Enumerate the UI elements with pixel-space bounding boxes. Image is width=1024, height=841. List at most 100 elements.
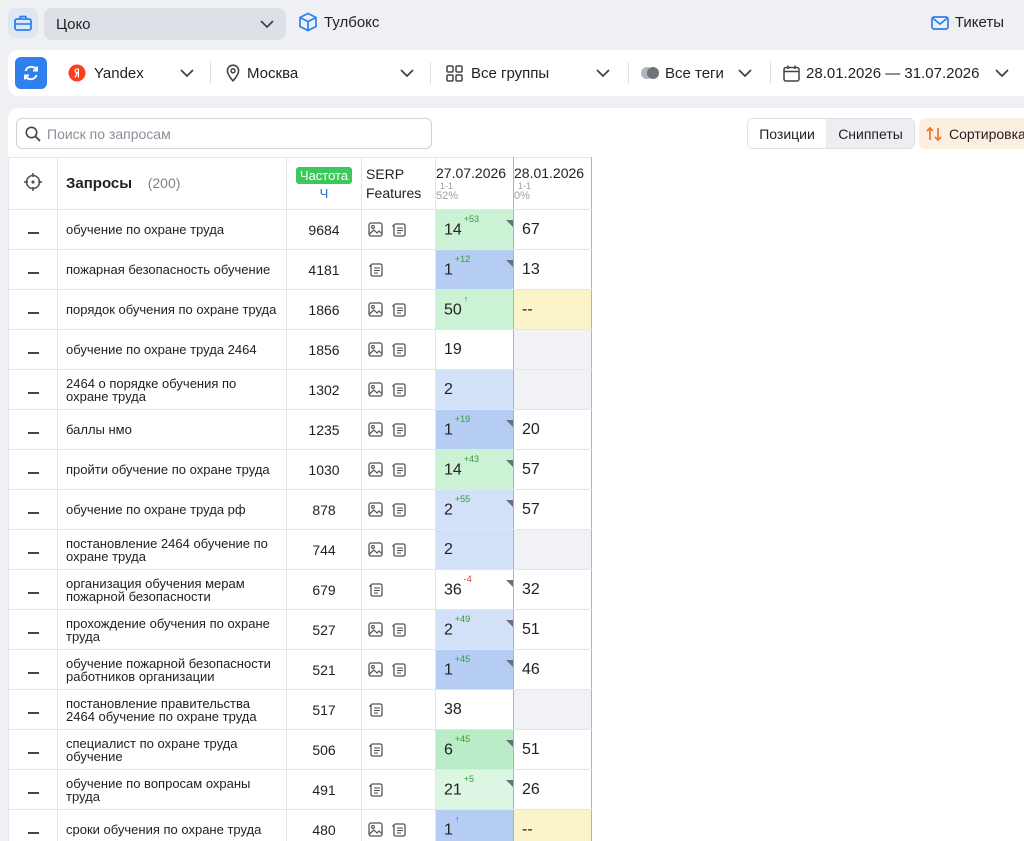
table-row[interactable]: сроки обучения по охране труда 480 1↑ -- xyxy=(8,809,592,841)
tickets-link[interactable]: Тикеты xyxy=(931,14,1004,31)
tab-positions[interactable]: Позиции xyxy=(748,119,827,148)
query-text[interactable]: постановление 2464 обучение по охране тр… xyxy=(66,535,268,564)
table-row[interactable]: организация обучения мерам пожарной безо… xyxy=(8,569,592,610)
table-row[interactable]: обучение по охране труда 2464 1856 19 xyxy=(8,329,592,370)
search-engine-select[interactable]: Yandex xyxy=(68,50,198,96)
project-select[interactable]: Цоко xyxy=(44,8,286,40)
query-text[interactable]: обучение по охране труда 2464 xyxy=(66,342,257,357)
position-cell[interactable]: 1+12 xyxy=(435,249,514,290)
position-cell[interactable]: 50↑ xyxy=(435,289,514,330)
row-toggle[interactable] xyxy=(8,289,58,330)
query-text[interactable]: обучение по вопросам охраны труда xyxy=(66,775,251,804)
table-row[interactable]: обучение по вопросам охраны труда 491 21+5… xyxy=(8,769,592,810)
position-cell[interactable]: 1↑ xyxy=(435,809,514,841)
table-row[interactable]: баллы нмо 1235 1+19 20 xyxy=(8,409,592,450)
position-cell[interactable]: 14+43 xyxy=(435,449,514,490)
row-toggle[interactable] xyxy=(8,209,58,250)
region-select[interactable]: Москва xyxy=(226,50,416,96)
position-cell[interactable]: 57 xyxy=(513,489,592,530)
row-toggle[interactable] xyxy=(8,489,58,530)
position-cell[interactable] xyxy=(513,369,592,410)
query-text[interactable]: постановление правительства 2464 обучени… xyxy=(66,695,257,724)
briefcase-button[interactable] xyxy=(8,8,38,38)
sort-button[interactable]: Сортировка xyxy=(919,118,1024,149)
table-row[interactable]: обучение по охране труда рф 878 2+55 57 xyxy=(8,489,592,530)
table-row[interactable]: обучение по охране труда 9684 14+53 67 xyxy=(8,209,592,250)
table-row[interactable]: постановление правительства 2464 обучени… xyxy=(8,689,592,730)
row-toggle[interactable] xyxy=(8,729,58,770)
query-text[interactable]: пройти обучение по охране труда xyxy=(66,462,270,477)
position-cell[interactable]: 19 xyxy=(435,329,514,370)
target-header[interactable] xyxy=(8,157,58,210)
position-cell[interactable]: 36-4 xyxy=(435,569,514,610)
toolbox-link[interactable]: Тулбокс xyxy=(298,12,379,32)
date-range-select[interactable]: 28.01.2026 — 31.07.2026 xyxy=(783,50,1019,96)
position-cell[interactable]: 32 xyxy=(513,569,592,610)
position-cell[interactable]: 2 xyxy=(435,369,514,410)
row-toggle[interactable] xyxy=(8,609,58,650)
position-cell[interactable]: 2+55 xyxy=(435,489,514,530)
row-toggle[interactable] xyxy=(8,649,58,690)
row-toggle[interactable] xyxy=(8,369,58,410)
position-cell[interactable] xyxy=(513,529,592,570)
query-text[interactable]: обучение по охране труда xyxy=(66,222,225,237)
tab-snippets[interactable]: Сниппеты xyxy=(827,119,914,148)
position-cell[interactable]: 51 xyxy=(513,609,592,650)
position-cell[interactable]: 2 xyxy=(435,529,514,570)
position-cell[interactable]: 38 xyxy=(435,689,514,730)
queries-header[interactable]: Запросы (200) xyxy=(57,157,287,210)
table-row[interactable]: порядок обучения по охране труда 1866 50↑ -… xyxy=(8,289,592,330)
position-cell[interactable]: 51 xyxy=(513,729,592,770)
history-marker xyxy=(506,779,513,787)
date1-header[interactable]: 27.07.2026 1-1 52% xyxy=(435,157,514,210)
position-cell[interactable]: 20 xyxy=(513,409,592,450)
refresh-button[interactable] xyxy=(15,57,47,89)
position-cell[interactable]: 57 xyxy=(513,449,592,490)
position-cell[interactable]: 1+45 xyxy=(435,649,514,690)
position-cell[interactable]: 14+53 xyxy=(435,209,514,250)
position-cell[interactable]: 46 xyxy=(513,649,592,690)
row-toggle[interactable] xyxy=(8,249,58,290)
tags-select[interactable]: Все теги xyxy=(640,50,760,96)
query-text[interactable]: баллы нмо xyxy=(66,422,132,437)
position-cell[interactable]: -- xyxy=(513,289,592,330)
table-row[interactable]: 2464 о порядке обучения по охране труда 1… xyxy=(8,369,592,410)
position-cell[interactable]: 21+5 xyxy=(435,769,514,810)
row-toggle[interactable] xyxy=(8,409,58,450)
row-toggle[interactable] xyxy=(8,569,58,610)
row-toggle[interactable] xyxy=(8,529,58,570)
position-cell[interactable]: 67 xyxy=(513,209,592,250)
query-text[interactable]: порядок обучения по охране труда xyxy=(66,302,277,317)
row-toggle[interactable] xyxy=(8,689,58,730)
frequency-header[interactable]: Частота Ч xyxy=(286,157,362,210)
row-toggle[interactable] xyxy=(8,809,58,841)
table-row[interactable]: прохождение обучения по охране труда 527 2… xyxy=(8,609,592,650)
groups-select[interactable]: Все группы xyxy=(446,50,616,96)
position-cell[interactable]: 6+45 xyxy=(435,729,514,770)
query-text[interactable]: обучение по охране труда рф xyxy=(66,502,246,517)
date2-header[interactable]: 28.01.2026 1-1 0% xyxy=(513,157,592,210)
position-cell[interactable] xyxy=(513,689,592,730)
query-text[interactable]: специалист по охране труда обучение xyxy=(66,735,238,764)
row-toggle[interactable] xyxy=(8,329,58,370)
table-row[interactable]: постановление 2464 обучение по охране тр… xyxy=(8,529,592,570)
row-toggle[interactable] xyxy=(8,449,58,490)
table-row[interactable]: пожарная безопасность обучение 4181 1+12 13 xyxy=(8,249,592,290)
position-cell[interactable] xyxy=(513,329,592,370)
table-row[interactable]: специалист по охране труда обучение 506 6+… xyxy=(8,729,592,770)
position-cell[interactable]: 26 xyxy=(513,769,592,810)
query-text[interactable]: организация обучения мерам пожарной безо… xyxy=(66,575,245,604)
position-cell[interactable]: 13 xyxy=(513,249,592,290)
query-text[interactable]: сроки обучения по охране труда xyxy=(66,822,262,837)
position-cell[interactable]: 1+19 xyxy=(435,409,514,450)
table-row[interactable]: пройти обучение по охране труда 1030 14+43… xyxy=(8,449,592,490)
row-toggle[interactable] xyxy=(8,769,58,810)
search-input[interactable]: Поиск по запросам xyxy=(16,118,432,149)
query-text[interactable]: прохождение обучения по охране труда xyxy=(66,615,270,644)
query-text[interactable]: пожарная безопасность обучение xyxy=(66,262,271,277)
position-cell[interactable]: -- xyxy=(513,809,592,841)
query-text[interactable]: обучение пожарной безопасности работнико… xyxy=(66,655,271,684)
position-cell[interactable]: 2+49 xyxy=(435,609,514,650)
query-text[interactable]: 2464 о порядке обучения по охране труда xyxy=(66,375,237,404)
table-row[interactable]: обучение пожарной безопасности работнико… xyxy=(8,649,592,690)
